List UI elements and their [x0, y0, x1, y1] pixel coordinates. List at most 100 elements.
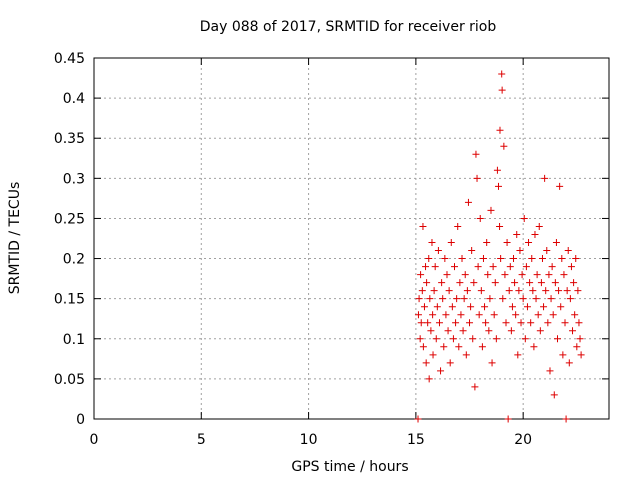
data-point [471, 383, 479, 391]
data-point [527, 319, 535, 327]
data-point [544, 319, 552, 327]
data-point [477, 287, 485, 295]
data-point [425, 375, 433, 383]
data-point [551, 279, 559, 287]
data-point [517, 319, 525, 327]
data-point [445, 287, 453, 295]
data-point [510, 255, 518, 263]
data-point [427, 327, 435, 335]
data-point [564, 247, 572, 255]
data-point [463, 287, 471, 295]
data-point [569, 327, 577, 335]
y-tick-label: 0.35 [54, 131, 85, 147]
data-point [455, 343, 463, 351]
data-point [452, 319, 460, 327]
data-point [433, 303, 441, 311]
data-point [570, 279, 578, 287]
data-point [415, 295, 423, 303]
data-point [470, 279, 478, 287]
data-point [500, 142, 508, 150]
data-point [531, 230, 539, 238]
data-point [469, 335, 477, 343]
y-tick-label: 0.3 [63, 171, 85, 187]
data-point [530, 343, 538, 351]
data-point [555, 287, 563, 295]
data-point [548, 263, 556, 271]
data-point [443, 271, 451, 279]
data-point [558, 255, 566, 263]
data-point [541, 174, 549, 182]
y-tick-label: 0.05 [54, 372, 85, 388]
data-points [414, 70, 585, 423]
data-point [536, 327, 544, 335]
data-point [547, 295, 555, 303]
data-point [461, 271, 469, 279]
chart-title: Day 088 of 2017, SRMTID for receiver rio… [200, 19, 497, 35]
data-point [535, 222, 543, 230]
data-point [430, 287, 438, 295]
data-point [523, 303, 531, 311]
data-point [449, 335, 457, 343]
data-point [486, 295, 494, 303]
data-point [484, 271, 492, 279]
data-point [543, 247, 551, 255]
x-tick-labels: 0 5 10 15 20 [90, 432, 533, 448]
data-point [423, 279, 431, 287]
data-point [573, 343, 581, 351]
data-point [525, 239, 533, 247]
data-point [490, 311, 498, 319]
x-tick-label: 20 [514, 432, 532, 448]
data-point [414, 311, 422, 319]
data-point [540, 303, 548, 311]
data-point [476, 214, 484, 222]
data-point [563, 287, 571, 295]
data-point [518, 271, 526, 279]
data-point [504, 415, 512, 423]
y-tick-label: 0.1 [63, 332, 85, 348]
data-point [466, 319, 474, 327]
data-point [546, 367, 554, 375]
axis-ticks [93, 57, 609, 420]
data-point [522, 263, 530, 271]
data-point [414, 415, 422, 423]
data-point [566, 295, 574, 303]
data-point [554, 335, 561, 343]
data-point [502, 319, 510, 327]
data-point [572, 255, 580, 263]
data-point [435, 319, 443, 327]
data-point [529, 287, 537, 295]
data-point [462, 351, 470, 359]
data-point [482, 319, 490, 327]
data-point [574, 287, 582, 295]
data-point [458, 255, 466, 263]
data-point [515, 287, 523, 295]
data-point [418, 287, 426, 295]
data-point [534, 311, 542, 319]
data-point [467, 303, 475, 311]
data-point [426, 295, 434, 303]
data-point [559, 351, 567, 359]
data-point [567, 263, 575, 271]
data-point [571, 311, 579, 319]
y-tick-label: 0.45 [54, 51, 85, 67]
data-point [454, 222, 462, 230]
data-point [514, 351, 522, 359]
data-point [429, 311, 437, 319]
data-point [446, 359, 454, 367]
data-point [442, 311, 450, 319]
data-point [503, 239, 511, 247]
data-point [513, 230, 521, 238]
data-point [528, 255, 536, 263]
data-point [437, 367, 445, 375]
data-point [422, 263, 430, 271]
data-point [460, 295, 468, 303]
data-point [432, 335, 440, 343]
data-point [519, 295, 527, 303]
data-point [448, 303, 456, 311]
data-point [417, 271, 425, 279]
y-axis-label: SRMTID / TECUs [7, 182, 23, 295]
data-point [447, 239, 455, 247]
y-tick-label: 0 [76, 412, 85, 428]
data-point [533, 271, 541, 279]
